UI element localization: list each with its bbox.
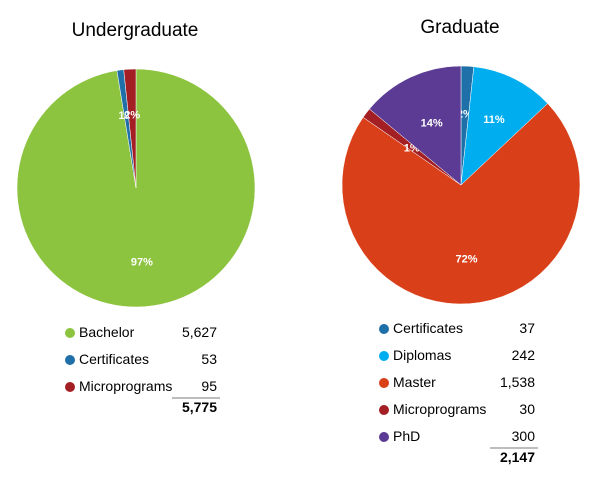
legend-value: 5,627 bbox=[181, 324, 217, 340]
legend-marker bbox=[65, 328, 75, 338]
legend-label: PhD bbox=[393, 428, 421, 444]
legend-value: 95 bbox=[201, 378, 217, 394]
pie-percent-label: 97% bbox=[131, 257, 153, 269]
legend-item: Bachelor 5,627 bbox=[65, 323, 217, 343]
legend-marker bbox=[379, 432, 389, 442]
legend-marker bbox=[379, 324, 389, 334]
legend-value: 300 bbox=[511, 428, 535, 444]
undergraduate-chart: Undergraduate 97% 1% 2% Bachelor 5,627 Certi… bbox=[0, 0, 300, 497]
legend-value: 37 bbox=[519, 320, 535, 336]
legend-marker bbox=[379, 405, 389, 415]
legend-marker bbox=[379, 378, 389, 388]
undergraduate-pie: 97%1%2% bbox=[16, 68, 256, 308]
legend-value: 242 bbox=[511, 347, 535, 363]
legend-label: Microprograms bbox=[393, 401, 487, 417]
legend-label: Certificates bbox=[79, 351, 150, 367]
legend-item: Master 1,538 bbox=[379, 373, 535, 393]
legend-value: 30 bbox=[519, 401, 535, 417]
pie-slice-master bbox=[341, 103, 581, 305]
legend-item: Certificates 37 bbox=[379, 319, 535, 339]
pie-percent-label: 14% bbox=[421, 118, 443, 130]
pie-percent-label: 72% bbox=[455, 254, 477, 266]
legend-marker bbox=[65, 382, 75, 392]
total-value: 2,147 bbox=[499, 449, 535, 465]
chart-title: Undergraduate bbox=[71, 20, 199, 41]
pie-percent-label: 2% bbox=[124, 109, 140, 121]
legend-item: Microprograms 30 bbox=[379, 400, 535, 420]
legend-item: PhD 300 bbox=[379, 427, 535, 447]
legend-label: Bachelor bbox=[79, 324, 135, 340]
legend-label: Microprograms bbox=[79, 378, 173, 394]
pie-slice-microprograms bbox=[123, 68, 137, 189]
total-divider bbox=[490, 447, 538, 449]
legend-item: Certificates 53 bbox=[65, 350, 217, 370]
chart-title: Graduate bbox=[420, 17, 500, 38]
total-value: 5,775 bbox=[181, 399, 217, 415]
legend-label: Certificates bbox=[393, 320, 464, 336]
legend-value: 53 bbox=[201, 351, 217, 367]
legend-item: Microprograms 95 bbox=[65, 377, 217, 397]
pie-slice-phd bbox=[369, 65, 462, 186]
legend-label: Master bbox=[393, 374, 436, 390]
graduate-chart: Graduate 2% 11% 72% 1% 14% Certificates 37 Dip… bbox=[300, 0, 603, 497]
graduate-pie: 2% 11%72%1%14% bbox=[341, 65, 581, 305]
total-divider bbox=[172, 397, 220, 399]
legend-item: Diplomas 242 bbox=[379, 346, 535, 366]
legend-marker bbox=[379, 351, 389, 361]
pie-slice-diplomas bbox=[460, 66, 549, 186]
legend-marker bbox=[65, 355, 75, 365]
pie-percent-label: 11% bbox=[483, 114, 505, 126]
legend-value: 1,538 bbox=[499, 374, 535, 390]
legend-label: Diplomas bbox=[393, 347, 452, 363]
